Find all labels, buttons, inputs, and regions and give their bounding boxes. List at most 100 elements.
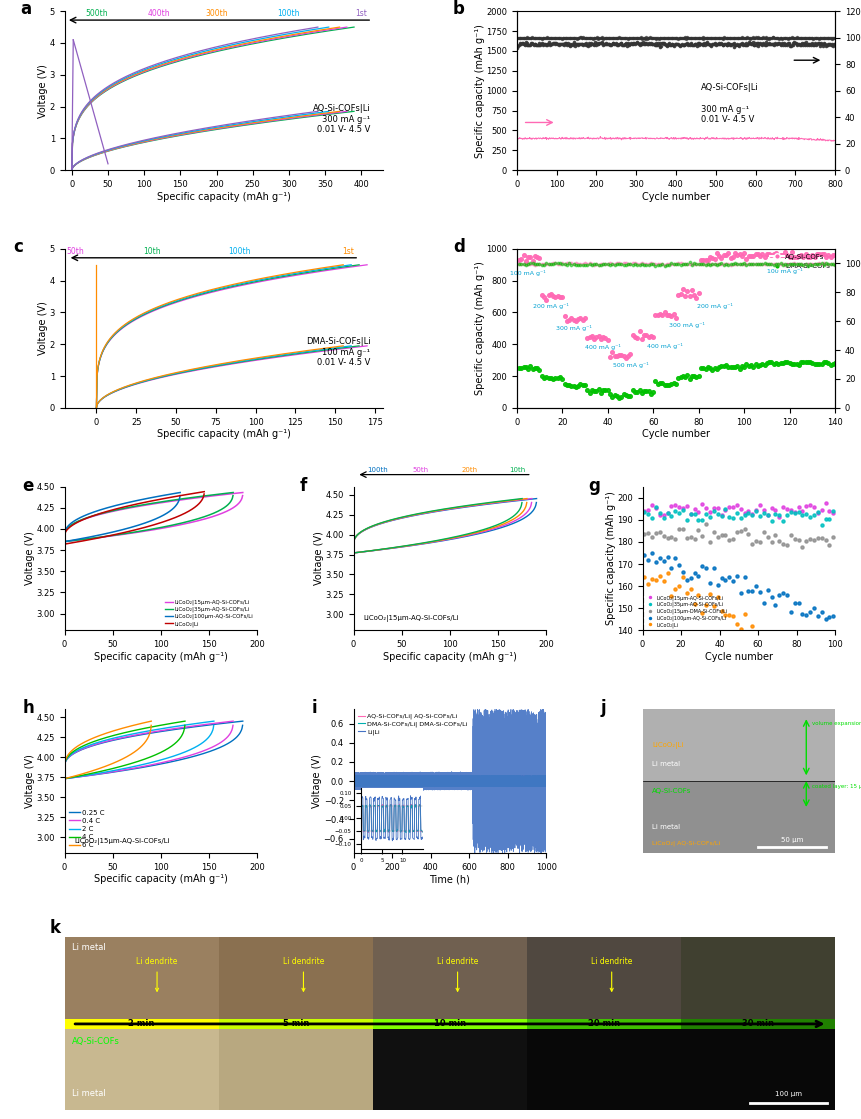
Point <box>801 247 815 265</box>
Point <box>567 35 580 53</box>
Point <box>696 36 709 54</box>
Point <box>665 255 678 273</box>
Bar <box>373 1019 527 1029</box>
Point <box>771 29 785 47</box>
Point <box>787 34 801 51</box>
Point <box>539 37 553 55</box>
Point <box>698 359 712 377</box>
Point <box>604 29 617 47</box>
Point <box>755 29 769 47</box>
Point <box>703 359 717 377</box>
Point <box>515 29 529 47</box>
Point <box>806 34 820 51</box>
Point <box>548 36 562 54</box>
Point <box>595 28 609 46</box>
Point <box>755 245 769 263</box>
Point <box>620 37 634 55</box>
Point <box>684 506 697 524</box>
Point <box>535 255 548 273</box>
Point <box>649 525 663 543</box>
Point <box>553 288 567 305</box>
4 C <box>133 723 144 736</box>
Point <box>516 29 530 47</box>
Point <box>605 29 619 47</box>
Point <box>692 36 706 54</box>
Point <box>738 520 752 538</box>
Text: DMA-Si-COFs|Li
100 mA g⁻¹
0.01 V- 4.5 V: DMA-Si-COFs|Li 100 mA g⁻¹ 0.01 V- 4.5 V <box>306 337 370 367</box>
Point <box>640 35 653 53</box>
Point <box>647 36 660 54</box>
Point <box>617 36 631 54</box>
Point <box>799 354 813 372</box>
Point <box>564 29 578 47</box>
Point <box>729 36 743 54</box>
Point <box>761 643 775 661</box>
Point <box>755 255 769 273</box>
Point <box>658 257 672 275</box>
Point <box>777 637 790 655</box>
Point <box>603 29 616 47</box>
Point <box>665 587 678 605</box>
Point <box>801 354 815 372</box>
Point <box>780 628 794 646</box>
Point <box>822 501 836 519</box>
Point <box>684 580 697 598</box>
Point <box>536 29 549 47</box>
Point <box>813 254 827 272</box>
Point <box>815 29 828 47</box>
Point <box>765 255 778 273</box>
Point <box>717 245 731 263</box>
6 C <box>59 758 70 771</box>
Point <box>653 38 667 56</box>
Point <box>754 36 768 54</box>
Point <box>758 29 771 47</box>
Point <box>651 29 665 47</box>
Point <box>576 28 590 46</box>
Point <box>658 303 672 321</box>
Point <box>790 255 803 273</box>
Point <box>725 29 739 47</box>
Point <box>749 501 763 519</box>
Point <box>792 35 806 53</box>
Point <box>592 35 605 53</box>
Point <box>803 657 817 675</box>
Point <box>771 29 784 47</box>
Point <box>753 255 767 273</box>
Point <box>672 285 685 303</box>
Point <box>672 254 685 272</box>
Point <box>787 254 801 272</box>
Point <box>784 526 798 544</box>
Point <box>772 30 786 48</box>
Point <box>701 252 715 270</box>
Point <box>528 359 542 377</box>
Point <box>514 29 528 47</box>
Point <box>762 245 776 263</box>
Point <box>793 29 807 47</box>
Point <box>807 36 821 54</box>
Point <box>526 252 540 270</box>
Point <box>728 358 742 376</box>
Point <box>574 28 588 46</box>
Point <box>783 255 796 273</box>
Point <box>774 354 788 372</box>
Point <box>762 255 776 273</box>
Point <box>759 29 772 47</box>
Point <box>591 29 604 47</box>
Point <box>783 255 796 273</box>
Point <box>765 29 778 47</box>
Point <box>584 35 598 53</box>
Point <box>806 354 820 372</box>
Point <box>777 36 791 54</box>
Point <box>786 29 800 47</box>
Point <box>665 507 678 525</box>
Point <box>799 255 813 273</box>
Point <box>757 523 771 540</box>
Point <box>686 29 700 47</box>
Point <box>649 36 663 54</box>
Point <box>673 285 687 303</box>
Legend: AQ-Si-COFs, DMA-Si-COFs: AQ-Si-COFs, DMA-Si-COFs <box>769 253 832 271</box>
Point <box>731 29 745 47</box>
Point <box>771 35 784 53</box>
Point <box>653 506 666 524</box>
Point <box>735 255 749 273</box>
